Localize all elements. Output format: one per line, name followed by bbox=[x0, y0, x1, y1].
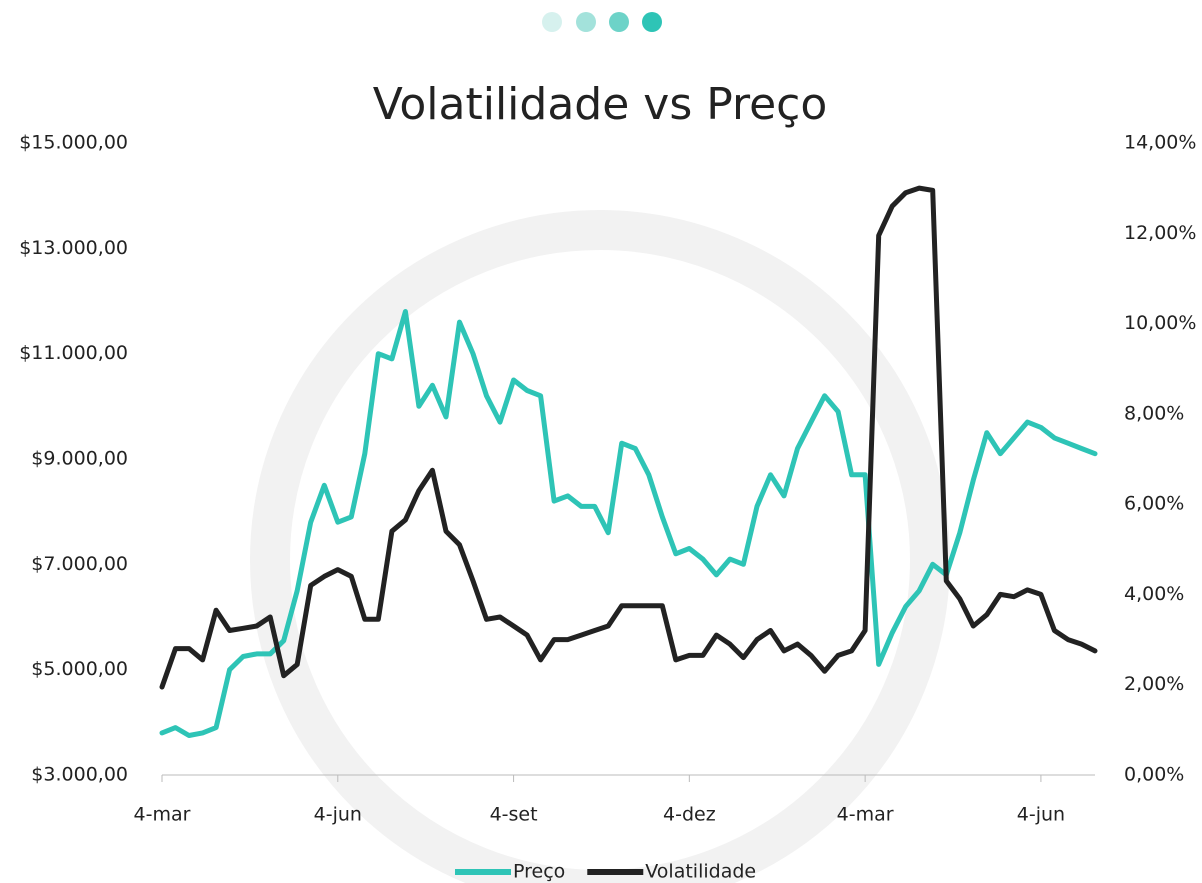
x-tick-label: 4-set bbox=[490, 804, 538, 826]
legend-label: Preço bbox=[513, 861, 565, 883]
y-tick-label: $15.000,00 bbox=[19, 132, 128, 154]
x-tick-label: 4-dez bbox=[663, 804, 716, 826]
x-tick-label: 4-mar bbox=[837, 804, 894, 826]
legend-label: Volatilidade bbox=[645, 861, 756, 883]
page-dots bbox=[542, 12, 662, 32]
y2-tick-label: 2,00% bbox=[1124, 673, 1184, 695]
y-tick-label: $13.000,00 bbox=[19, 237, 128, 259]
y-tick-label: $11.000,00 bbox=[19, 342, 128, 364]
y2-tick-label: 14,00% bbox=[1124, 132, 1196, 154]
y2-tick-label: 6,00% bbox=[1124, 493, 1184, 515]
y2-tick-label: 0,00% bbox=[1124, 764, 1184, 786]
series-line bbox=[159, 185, 1098, 690]
y2-tick-label: 8,00% bbox=[1124, 402, 1184, 424]
x-tick-label: 4-jun bbox=[314, 804, 362, 826]
x-tick-label: 4-jun bbox=[1017, 804, 1065, 826]
y-tick-label: $7.000,00 bbox=[31, 553, 128, 575]
series-line bbox=[159, 309, 1098, 738]
x-tick-label: 4-mar bbox=[134, 804, 191, 826]
y2-tick-label: 4,00% bbox=[1124, 583, 1184, 605]
y2-tick-label: 10,00% bbox=[1124, 312, 1196, 334]
y2-tick-label: 12,00% bbox=[1124, 222, 1196, 244]
y-tick-label: $9.000,00 bbox=[31, 448, 128, 470]
watermark bbox=[250, 210, 950, 883]
y-tick-label: $5.000,00 bbox=[31, 658, 128, 680]
chart-title: Volatilidade vs Preço bbox=[373, 79, 828, 130]
y-tick-label: $3.000,00 bbox=[31, 764, 128, 786]
